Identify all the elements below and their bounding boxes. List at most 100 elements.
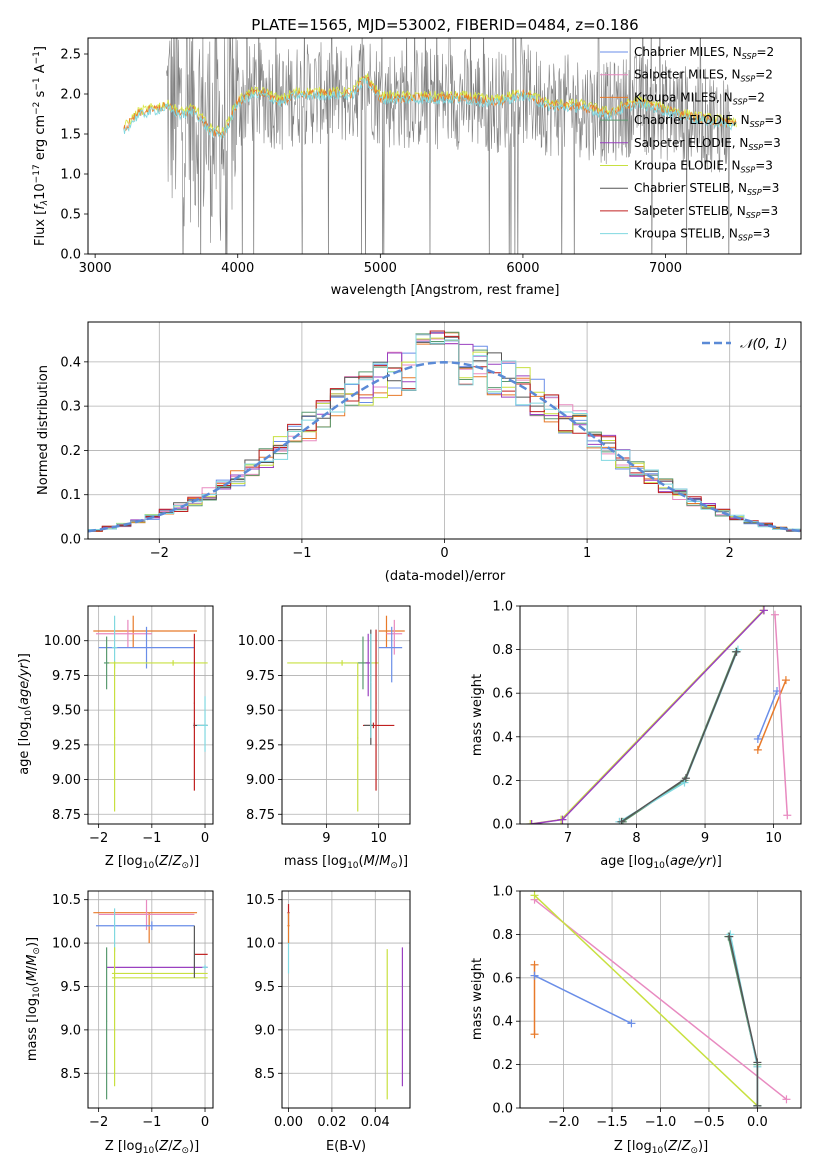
x-tick-label: 9 xyxy=(322,831,330,846)
x-tick-label: 10 xyxy=(370,831,387,846)
legend-label: Chabrier MILES, NSSP=2 xyxy=(634,45,774,61)
x-tick-label: 0 xyxy=(201,831,209,846)
x-tick-label: 4000 xyxy=(221,261,254,276)
y-tick-label: 9.0 xyxy=(60,1023,81,1038)
histogram-panel: −2 −1 0 1 2 0.0 0.1 0.2 0.3 0.4 (data-model)/erro… xyxy=(36,321,802,584)
y-tick-label: 0.0 xyxy=(60,533,81,548)
y-tick-label: 10.0 xyxy=(52,937,81,952)
mass-vs-z-panel-marks xyxy=(93,899,208,1100)
y-tick-label: 0.5 xyxy=(60,208,81,223)
x-tick-label: 0.00 xyxy=(274,1115,303,1130)
spectrum-ticks: 3000 4000 5000 6000 7000 0.0 0.5 1.0 1.5 2.0 2.5 xyxy=(60,48,682,277)
x-tick-label: −2 xyxy=(89,831,108,846)
x-tick-label: −0.5 xyxy=(693,1115,725,1130)
spectrum-lines xyxy=(123,38,737,254)
y-tick-label: 8.75 xyxy=(246,808,275,823)
mass-ebv-xlabel: E(B-V) xyxy=(326,1139,366,1154)
mass-vs-ebv-panel-marks xyxy=(287,904,404,1100)
y-tick-label: 1.0 xyxy=(492,885,513,900)
y-tick-label: 9.25 xyxy=(246,738,275,753)
age-vs-mass-panel-frame xyxy=(281,605,411,825)
legend-label: Salpeter MILES, NSSP=2 xyxy=(634,68,773,84)
legend-label: Kroupa STELIB, NSSP=3 xyxy=(634,227,770,243)
spectrum-ylabel: Flux [fλ10−17 erg cm−2 s−1 A−1] xyxy=(32,46,50,246)
age-z-ylabel: age [log10(age/yr)] xyxy=(17,653,34,775)
y-tick-label: 2.5 xyxy=(60,48,81,63)
histogram-ylabel: Normed distribution xyxy=(36,365,51,495)
mw-z-ylabel: mass weight xyxy=(470,958,485,1040)
x-tick-label: 8 xyxy=(632,831,640,846)
y-tick-label: 0.6 xyxy=(492,971,513,986)
gaussian-legend-label: 𝒩(0, 1) xyxy=(740,337,787,352)
spectrum-panel: 3000 4000 5000 6000 7000 0.0 0.5 1.0 1.5 2.0 2.5 w… xyxy=(32,37,802,298)
weight-series-line xyxy=(534,974,632,1025)
y-tick-label: 8.5 xyxy=(60,1067,81,1082)
mass-vs-z-panel: −2 −1 0 8.5 9.0 9.5 10.0 10.5 xyxy=(52,890,214,1130)
model-spectrum-cyan xyxy=(123,77,737,140)
age-mass-xlabel: mass [log10(M/M⊙)] xyxy=(284,854,408,871)
weight-series-line xyxy=(533,894,758,1107)
x-tick-label: −1 xyxy=(292,546,311,561)
mw-vs-age-panel-marks xyxy=(526,606,792,824)
mass-vs-ebv-panel-frame xyxy=(281,890,411,1109)
y-tick-label: 0.0 xyxy=(492,818,513,833)
age-vs-mass-panel-marks xyxy=(287,615,405,812)
mw-age-ylabel: mass weight xyxy=(470,674,485,756)
y-tick-label: 10.5 xyxy=(52,893,81,908)
observed-spectrum xyxy=(166,38,730,254)
mw-vs-age-panel-frame xyxy=(519,605,802,825)
weight-series-line xyxy=(757,679,787,751)
y-tick-label: 10.0 xyxy=(246,937,275,952)
y-tick-label: 9.50 xyxy=(246,704,275,719)
x-tick-label: −1.5 xyxy=(596,1115,628,1130)
y-tick-label: 10.00 xyxy=(238,634,275,649)
x-tick-label: 5000 xyxy=(364,261,397,276)
x-tick-label: 0.04 xyxy=(361,1115,390,1130)
age-vs-z-panel-marks xyxy=(93,615,208,812)
y-tick-label: 0.4 xyxy=(492,730,513,745)
x-tick-label: −2.0 xyxy=(548,1115,580,1130)
y-tick-label: 0.8 xyxy=(492,643,513,658)
x-tick-label: 6000 xyxy=(506,261,539,276)
age-vs-z-panel-frame xyxy=(87,605,214,825)
x-tick-label: 0.0 xyxy=(747,1115,768,1130)
histogram-steps xyxy=(88,330,801,533)
y-tick-label: 1.0 xyxy=(492,600,513,615)
figure-title: PLATE=1565, MJD=53002, FIBERID=0484, z=0… xyxy=(251,16,638,34)
y-tick-label: 9.5 xyxy=(60,980,81,995)
mw-vs-z-panel-marks xyxy=(530,891,791,1108)
legend-label: Kroupa MILES, NSSP=2 xyxy=(634,90,765,106)
y-tick-label: 9.0 xyxy=(254,1023,275,1038)
y-tick-label: 1.0 xyxy=(60,168,81,183)
mass-vs-z-panel-frame xyxy=(87,890,214,1109)
x-tick-label: −1 xyxy=(142,831,161,846)
y-tick-label: 0.8 xyxy=(492,928,513,943)
x-tick-label: 10 xyxy=(765,831,782,846)
spectrum-axes-frame xyxy=(87,37,802,255)
weight-series-line xyxy=(774,614,789,816)
y-tick-label: 0.1 xyxy=(60,488,81,503)
y-tick-label: 0.4 xyxy=(492,1015,513,1030)
x-tick-label: 7000 xyxy=(649,261,682,276)
y-tick-label: 8.5 xyxy=(254,1067,275,1082)
y-tick-label: 0.2 xyxy=(60,444,81,459)
x-tick-label: 7 xyxy=(564,831,572,846)
y-tick-label: 10.00 xyxy=(44,634,81,649)
legend-label: Chabrier ELODIE, NSSP=3 xyxy=(634,113,782,129)
histogram-ticks: −2 −1 0 1 2 0.0 0.1 0.2 0.3 0.4 xyxy=(60,355,734,561)
x-tick-label: 1 xyxy=(583,546,591,561)
y-tick-label: 9.75 xyxy=(246,669,275,684)
age-z-xlabel: Z [log10(Z/Z⊙)] xyxy=(105,854,199,871)
legend-label: Kroupa ELODIE, NSSP=3 xyxy=(634,159,773,175)
x-tick-label: 0.02 xyxy=(317,1115,346,1130)
x-tick-label: 0 xyxy=(440,546,448,561)
x-tick-label: 9 xyxy=(701,831,709,846)
y-tick-label: 0.2 xyxy=(492,1058,513,1073)
x-tick-label: −1 xyxy=(142,1115,161,1130)
mass-vs-ebv-panel: 0.00 0.02 0.04 8.5 9.0 9.5 10.0 10.5 xyxy=(246,890,411,1130)
y-tick-label: 9.5 xyxy=(254,980,275,995)
mass-z-xlabel: Z [log10(Z/Z⊙)] xyxy=(105,1139,199,1156)
y-tick-label: 0.0 xyxy=(492,1102,513,1117)
